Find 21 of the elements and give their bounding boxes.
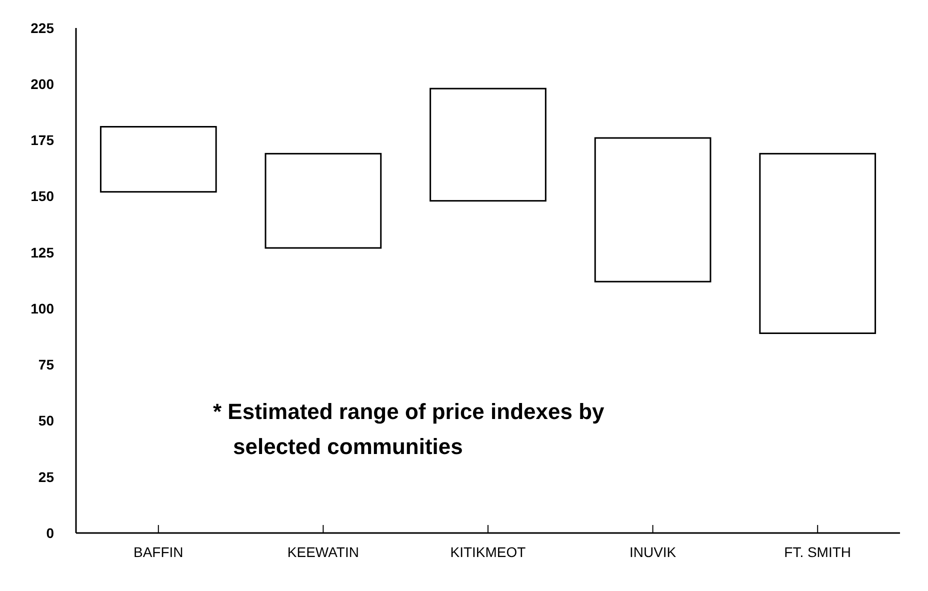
bar <box>264 152 382 249</box>
bar <box>100 126 217 193</box>
bar <box>759 152 876 334</box>
y-tick-label: 225 <box>30 20 54 36</box>
x-tick-label: BAFFIN <box>134 544 184 560</box>
y-tick-label: 175 <box>30 132 54 148</box>
y-tick-label: 200 <box>30 76 54 92</box>
bar <box>430 88 546 202</box>
annotation: * Estimated range of price indexes by selected communities <box>213 394 673 464</box>
y-tick-label: 100 <box>30 300 54 316</box>
x-tick-label: FT. SMITH <box>784 544 852 560</box>
y-tick-label: 75 <box>38 356 54 373</box>
y-tick-label: 150 <box>30 188 54 204</box>
y-tick-label: 0 <box>46 524 54 541</box>
x-tick-label: KITIKMEOT <box>450 544 526 560</box>
x-tick-label: INUVIK <box>629 544 677 560</box>
y-tick-label: 50 <box>38 412 54 429</box>
y-tick-label: 125 <box>30 244 54 260</box>
bar <box>594 137 712 282</box>
y-tick-label: 25 <box>38 468 54 485</box>
x-tick-label: KEEWATIN <box>287 544 359 560</box>
